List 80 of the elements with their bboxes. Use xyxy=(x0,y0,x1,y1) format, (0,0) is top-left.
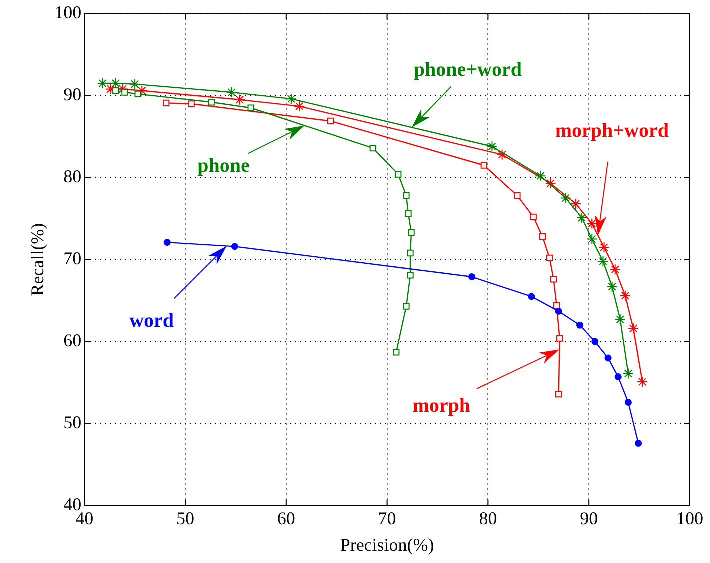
x-tick-label: 70 xyxy=(378,508,396,528)
point xyxy=(528,293,536,300)
point xyxy=(294,100,306,112)
point xyxy=(604,354,612,362)
text: phone+word xyxy=(414,58,522,81)
point xyxy=(468,274,476,281)
point xyxy=(556,335,564,342)
point xyxy=(164,239,171,246)
y-axis-title: Recall(%) xyxy=(28,223,48,296)
point xyxy=(550,276,558,283)
point xyxy=(403,303,410,310)
x-axis-title: Precision(%) xyxy=(340,534,434,555)
y-tick-label: 50 xyxy=(64,412,82,433)
point xyxy=(408,229,415,236)
point xyxy=(556,390,562,398)
text: word xyxy=(130,310,174,332)
point xyxy=(286,94,297,105)
point xyxy=(496,149,508,160)
point xyxy=(163,100,170,107)
point xyxy=(405,210,412,218)
point xyxy=(393,349,400,356)
point xyxy=(586,218,598,230)
point xyxy=(620,290,631,302)
point xyxy=(97,78,108,89)
point xyxy=(637,376,648,388)
point xyxy=(234,94,246,106)
point xyxy=(327,118,334,125)
y-tick-label: 100 xyxy=(54,2,82,23)
text: phone xyxy=(198,154,250,177)
point xyxy=(539,234,546,240)
point xyxy=(606,281,618,292)
point xyxy=(610,264,621,276)
x-tick-label: 80 xyxy=(479,508,498,528)
x-tick-label: 100 xyxy=(676,508,704,528)
point xyxy=(105,84,116,95)
point xyxy=(545,178,556,190)
point xyxy=(122,89,128,96)
point xyxy=(370,144,377,152)
point xyxy=(188,100,195,108)
point xyxy=(226,87,238,98)
point xyxy=(622,368,634,380)
point xyxy=(598,256,609,267)
point xyxy=(248,104,254,112)
point xyxy=(576,212,588,224)
point xyxy=(635,440,642,447)
point xyxy=(407,272,414,279)
x-tick-label: 60 xyxy=(277,508,296,528)
point xyxy=(560,192,572,204)
point xyxy=(614,374,622,381)
point xyxy=(530,214,537,220)
point xyxy=(403,192,410,200)
x-tick-label: 90 xyxy=(580,508,598,528)
point xyxy=(231,243,238,250)
point xyxy=(570,198,582,210)
text: morph xyxy=(412,394,471,417)
point xyxy=(586,234,598,245)
point xyxy=(130,78,141,90)
point xyxy=(134,90,142,98)
y-tick-label: 80 xyxy=(64,166,82,187)
point xyxy=(628,323,639,334)
point xyxy=(592,338,599,346)
point xyxy=(208,99,216,106)
y-tick-label: 60 xyxy=(64,330,82,351)
point xyxy=(486,141,498,152)
series-label: morph+word xyxy=(555,120,669,142)
point xyxy=(535,170,546,182)
x-tick-label: 50 xyxy=(176,508,194,528)
point xyxy=(614,314,626,326)
point xyxy=(598,242,610,253)
point xyxy=(407,250,414,257)
y-tick-label: 90 xyxy=(64,84,82,105)
point xyxy=(112,88,120,94)
y-tick-label: 70 xyxy=(64,248,82,269)
point xyxy=(480,162,488,169)
point xyxy=(546,254,554,262)
point xyxy=(624,398,632,406)
point xyxy=(576,322,584,329)
point xyxy=(395,171,402,178)
point xyxy=(514,192,521,200)
point xyxy=(555,308,562,315)
